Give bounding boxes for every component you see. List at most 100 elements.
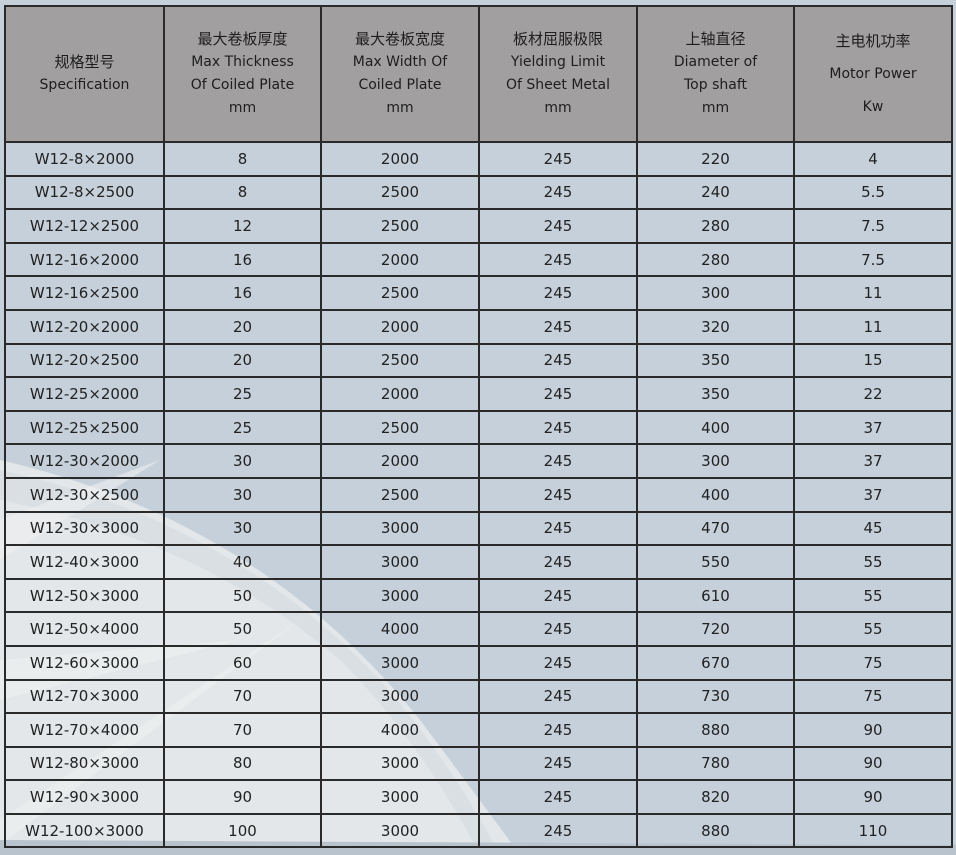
cell-motor-power: 45: [793, 510, 953, 547]
cell-max-thickness: 40: [163, 544, 322, 580]
table-row: W12-40×3000 40 3000 245 550 55: [4, 544, 953, 580]
cell-motor-power: 90: [793, 779, 953, 815]
table-row: W12-8×2500 8 2500 245 240 5.5: [4, 174, 953, 211]
cell-max-width: 3000: [320, 812, 480, 849]
cell-max-thickness: 90: [163, 779, 322, 815]
table-row: W12-30×2000 30 2000 245 300 37: [4, 443, 953, 479]
header-en-label: mm: [544, 100, 572, 116]
cell-specification: W12-8×2000: [4, 141, 165, 177]
table-row: W12-8×2000 8 2000 245 220 4: [4, 141, 953, 177]
cell-specification: W12-16×2000: [4, 241, 165, 278]
header-en-label: Kw: [862, 98, 884, 115]
cell-max-width: 2000: [320, 141, 480, 177]
header-specification: 规格型号 Specification: [4, 5, 165, 143]
cell-max-width: 3000: [320, 544, 480, 580]
cell-max-thickness: 100: [163, 812, 322, 849]
table-row: W12-12×2500 12 2500 245 280 7.5: [4, 208, 953, 244]
header-en-label: Of Coiled Plate: [190, 77, 295, 93]
cell-top-shaft-diameter: 300: [636, 443, 795, 479]
cell-specification: W12-90×3000: [4, 779, 165, 815]
cell-max-width: 2000: [320, 308, 480, 345]
cell-specification: W12-20×2500: [4, 342, 165, 379]
cell-specification: W12-20×2000: [4, 308, 165, 345]
cell-top-shaft-diameter: 820: [636, 779, 795, 815]
cell-max-width: 2000: [320, 241, 480, 278]
cell-yielding-limit: 245: [478, 342, 638, 379]
cell-yielding-limit: 245: [478, 779, 638, 815]
cell-motor-power: 11: [793, 308, 953, 345]
cell-top-shaft-diameter: 400: [636, 476, 795, 513]
cell-top-shaft-diameter: 280: [636, 208, 795, 244]
cell-motor-power: 55: [793, 611, 953, 647]
header-en-label: Max Thickness: [191, 54, 294, 70]
cell-yielding-limit: 245: [478, 208, 638, 244]
cell-specification: W12-25×2000: [4, 376, 165, 412]
cell-top-shaft-diameter: 400: [636, 409, 795, 446]
cell-yielding-limit: 245: [478, 141, 638, 177]
cell-max-width: 2500: [320, 275, 480, 311]
cell-top-shaft-diameter: 300: [636, 275, 795, 311]
cell-specification: W12-70×3000: [4, 678, 165, 715]
cell-top-shaft-diameter: 780: [636, 745, 795, 782]
cell-max-thickness: 20: [163, 308, 322, 345]
cell-max-thickness: 70: [163, 678, 322, 715]
header-cn-label: 最大卷板宽度: [354, 30, 445, 48]
header-en-label: Top shaft: [684, 77, 747, 93]
table-row: W12-20×2000 20 2000 245 320 11: [4, 308, 953, 345]
cell-motor-power: 7.5: [793, 208, 953, 244]
cell-motor-power: 75: [793, 644, 953, 681]
cell-top-shaft-diameter: 610: [636, 577, 795, 614]
cell-max-thickness: 8: [163, 141, 322, 177]
header-top-shaft-diameter: 上轴直径 Diameter of Top shaft mm: [636, 5, 795, 143]
header-cn-label: 上轴直径: [685, 30, 746, 48]
cell-specification: W12-50×3000: [4, 577, 165, 614]
cell-specification: W12-60×3000: [4, 644, 165, 681]
header-cn-label: 板材屈服极限: [512, 30, 603, 48]
cell-yielding-limit: 245: [478, 577, 638, 614]
table-row: W12-16×2500 16 2500 245 300 11: [4, 275, 953, 311]
header-cn-label: 规格型号: [54, 53, 115, 71]
cell-max-width: 4000: [320, 712, 480, 748]
cell-yielding-limit: 245: [478, 644, 638, 681]
cell-motor-power: 22: [793, 376, 953, 412]
cell-motor-power: 110: [793, 812, 953, 849]
table-row: W12-25×2000 25 2000 245 350 22: [4, 376, 953, 412]
cell-specification: W12-25×2500: [4, 409, 165, 446]
cell-motor-power: 11: [793, 275, 953, 311]
cell-yielding-limit: 245: [478, 241, 638, 278]
cell-top-shaft-diameter: 320: [636, 308, 795, 345]
cell-max-width: 3000: [320, 577, 480, 614]
cell-max-width: 4000: [320, 611, 480, 647]
cell-yielding-limit: 245: [478, 174, 638, 211]
cell-max-width: 3000: [320, 678, 480, 715]
cell-max-thickness: 30: [163, 443, 322, 479]
cell-specification: W12-80×3000: [4, 745, 165, 782]
cell-motor-power: 15: [793, 342, 953, 379]
cell-max-width: 3000: [320, 779, 480, 815]
cell-top-shaft-diameter: 350: [636, 376, 795, 412]
cell-max-width: 2500: [320, 342, 480, 379]
cell-yielding-limit: 245: [478, 308, 638, 345]
header-row: 规格型号 Specification 最大卷板厚度 Max Thickness Of C…: [4, 5, 953, 143]
cell-yielding-limit: 245: [478, 476, 638, 513]
cell-max-width: 3000: [320, 644, 480, 681]
cell-yielding-limit: 245: [478, 812, 638, 849]
cell-specification: W12-30×2000: [4, 443, 165, 479]
header-cn-label: 主电机功率: [835, 31, 911, 50]
cell-specification: W12-8×2500: [4, 174, 165, 211]
cell-top-shaft-diameter: 730: [636, 678, 795, 715]
cell-specification: W12-40×3000: [4, 544, 165, 580]
cell-max-width: 2500: [320, 476, 480, 513]
cell-max-thickness: 50: [163, 577, 322, 614]
cell-max-thickness: 20: [163, 342, 322, 379]
cell-max-thickness: 60: [163, 644, 322, 681]
header-en-label: Yielding Limit: [510, 54, 606, 70]
header-max-width: 最大卷板宽度 Max Width Of Coiled Plate mm: [320, 5, 480, 143]
cell-motor-power: 4: [793, 141, 953, 177]
cell-max-width: 2000: [320, 443, 480, 479]
cell-yielding-limit: 245: [478, 376, 638, 412]
table-row: W12-50×3000 50 3000 245 610 55: [4, 577, 953, 614]
cell-yielding-limit: 245: [478, 544, 638, 580]
table-row: W12-60×3000 60 3000 245 670 75: [4, 644, 953, 681]
cell-max-width: 3000: [320, 745, 480, 782]
